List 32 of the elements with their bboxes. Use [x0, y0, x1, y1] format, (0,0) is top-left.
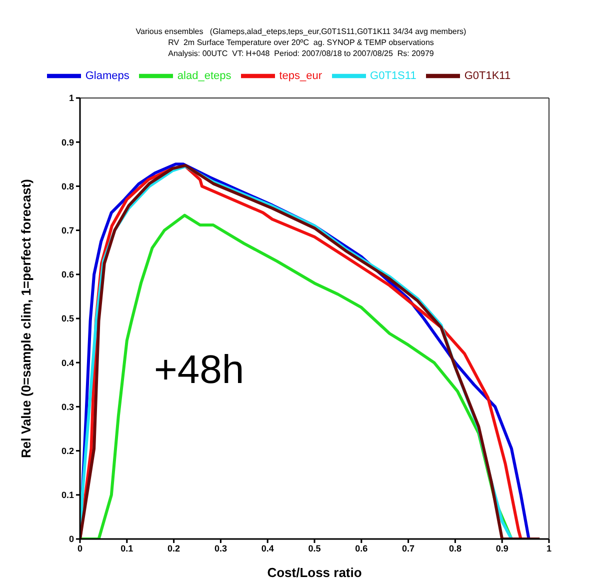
y-tick-label: 0.6 [61, 270, 74, 280]
x-tick-label: 0.4 [261, 543, 274, 554]
x-tick-label: 0.3 [214, 543, 227, 554]
y-tick-label: 1 [68, 93, 74, 104]
x-tick-label: 0.7 [402, 543, 415, 554]
legend-label: Glameps [85, 70, 130, 82]
y-tick-label: 0.4 [61, 358, 74, 368]
y-tick-label: 0.9 [61, 137, 74, 148]
x-axis-title: Cost/Loss ratio [267, 565, 362, 580]
x-tick-label: 0.5 [308, 543, 321, 554]
y-axis-title: Rel Value (0=sample clim, 1=perfect forecast) [18, 179, 34, 458]
y-tick-label: 0.5 [61, 314, 74, 324]
legend-label: G0T1S11 [370, 70, 416, 82]
annotation: +48h [150, 348, 248, 393]
y-tick-label: 0.2 [61, 446, 74, 456]
y-tick-label: 0 [68, 534, 74, 544]
chart-subtitle: RV 2m Surface Temperature over 20ºC ag. SYNOP & TEMP observations Analysis: 00UTC VT: H+048 Period: 2007/08/18 to 2007/08/25 Rs: 20979 [167, 37, 435, 59]
legend-label: G0T1K11 [464, 70, 511, 82]
x-tick-label: 0.9 [496, 543, 508, 554]
legend-label: alad_eteps [177, 70, 232, 82]
x-tick-label: 0.1 [120, 543, 134, 554]
y-tick-label: 0.1 [61, 490, 74, 500]
x-tick-label: 1 [546, 543, 552, 554]
y-tick-label: 0.7 [61, 225, 74, 236]
x-tick-label: 0.8 [448, 543, 462, 554]
legend-label: teps_eur [279, 70, 322, 82]
x-tick-label: 0 [77, 543, 83, 554]
x-tick-label: 0.2 [168, 543, 180, 554]
chart-title: Various ensembles (Glameps,alad_eteps,teps_eur,G0T1S11,G0T1K11 34/34 avg members) [134, 26, 468, 37]
x-tick-label: 0.6 [355, 543, 368, 554]
y-tick-label: 0.3 [61, 402, 74, 412]
y-tick-label: 0.8 [61, 181, 74, 192]
